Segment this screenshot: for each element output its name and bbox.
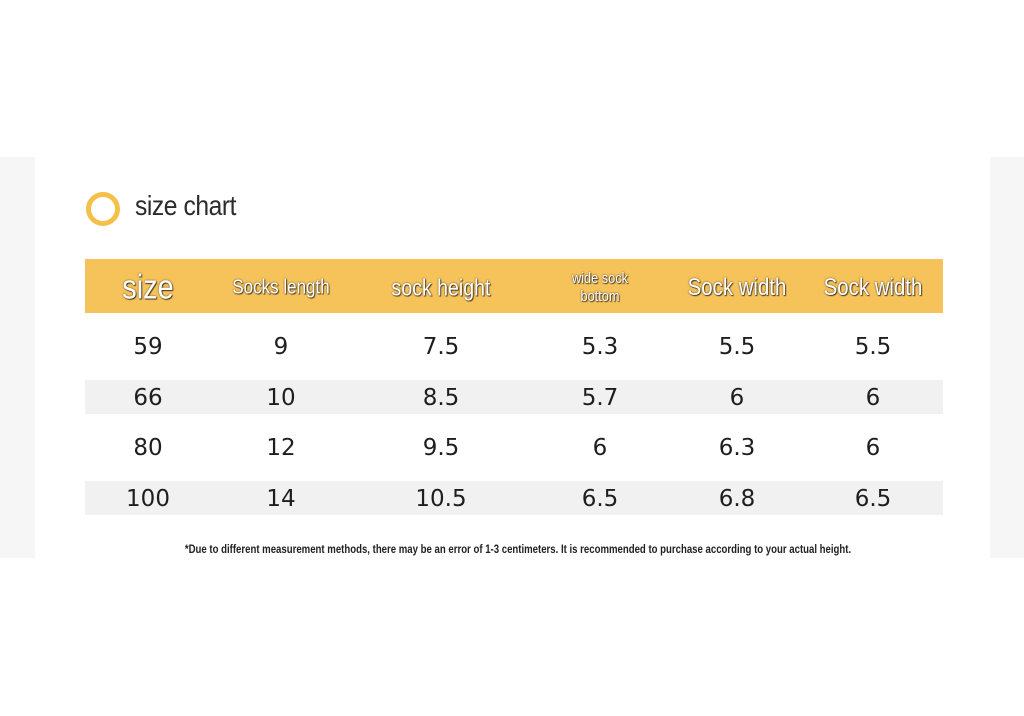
header-cell: Sock width bbox=[687, 274, 787, 301]
table-cell: 6 bbox=[592, 435, 608, 461]
row-stripe bbox=[85, 380, 943, 414]
table-cell: 80 bbox=[133, 435, 163, 461]
table-cell: 5.5 bbox=[854, 334, 892, 360]
title-icon bbox=[86, 192, 120, 226]
title: size chart bbox=[135, 190, 237, 221]
header-cell: size bbox=[122, 268, 174, 307]
table-cell: 6.5 bbox=[581, 485, 619, 512]
table-cell: 10 bbox=[266, 384, 296, 411]
table-cell: 7.5 bbox=[422, 334, 460, 360]
table-cell: 6 bbox=[865, 384, 881, 411]
table-cell: 12 bbox=[266, 435, 296, 461]
table-cell: 14 bbox=[266, 485, 296, 512]
table-cell: 5.3 bbox=[581, 334, 619, 360]
table-header bbox=[85, 259, 943, 313]
table-cell: 10.5 bbox=[415, 485, 467, 512]
panel-edge bbox=[990, 157, 1024, 558]
table-cell: 8.5 bbox=[422, 384, 460, 411]
table-cell: 6.5 bbox=[854, 485, 892, 512]
footnote: *Due to different measurement methods, t… bbox=[184, 542, 852, 556]
table-cell: 100 bbox=[126, 485, 170, 512]
table-cell: 9 bbox=[273, 334, 289, 360]
header-cell: sock height bbox=[391, 274, 491, 301]
header-cell: Sock width bbox=[823, 274, 923, 301]
table-cell: 6 bbox=[729, 384, 745, 411]
table-cell: 66 bbox=[133, 384, 163, 411]
header-cell: wide sock bottom bbox=[572, 270, 628, 305]
table-cell: 6.3 bbox=[718, 435, 756, 461]
panel-edge bbox=[0, 157, 35, 558]
table-cell: 5.5 bbox=[718, 334, 756, 360]
table-cell: 6.8 bbox=[718, 485, 756, 512]
table-cell: 9.5 bbox=[422, 435, 460, 461]
table-cell: 5.7 bbox=[581, 384, 619, 411]
header-cell: Socks length bbox=[232, 276, 330, 299]
row-stripe bbox=[85, 481, 943, 515]
table-cell: 59 bbox=[133, 334, 163, 360]
table-cell: 6 bbox=[865, 435, 881, 461]
